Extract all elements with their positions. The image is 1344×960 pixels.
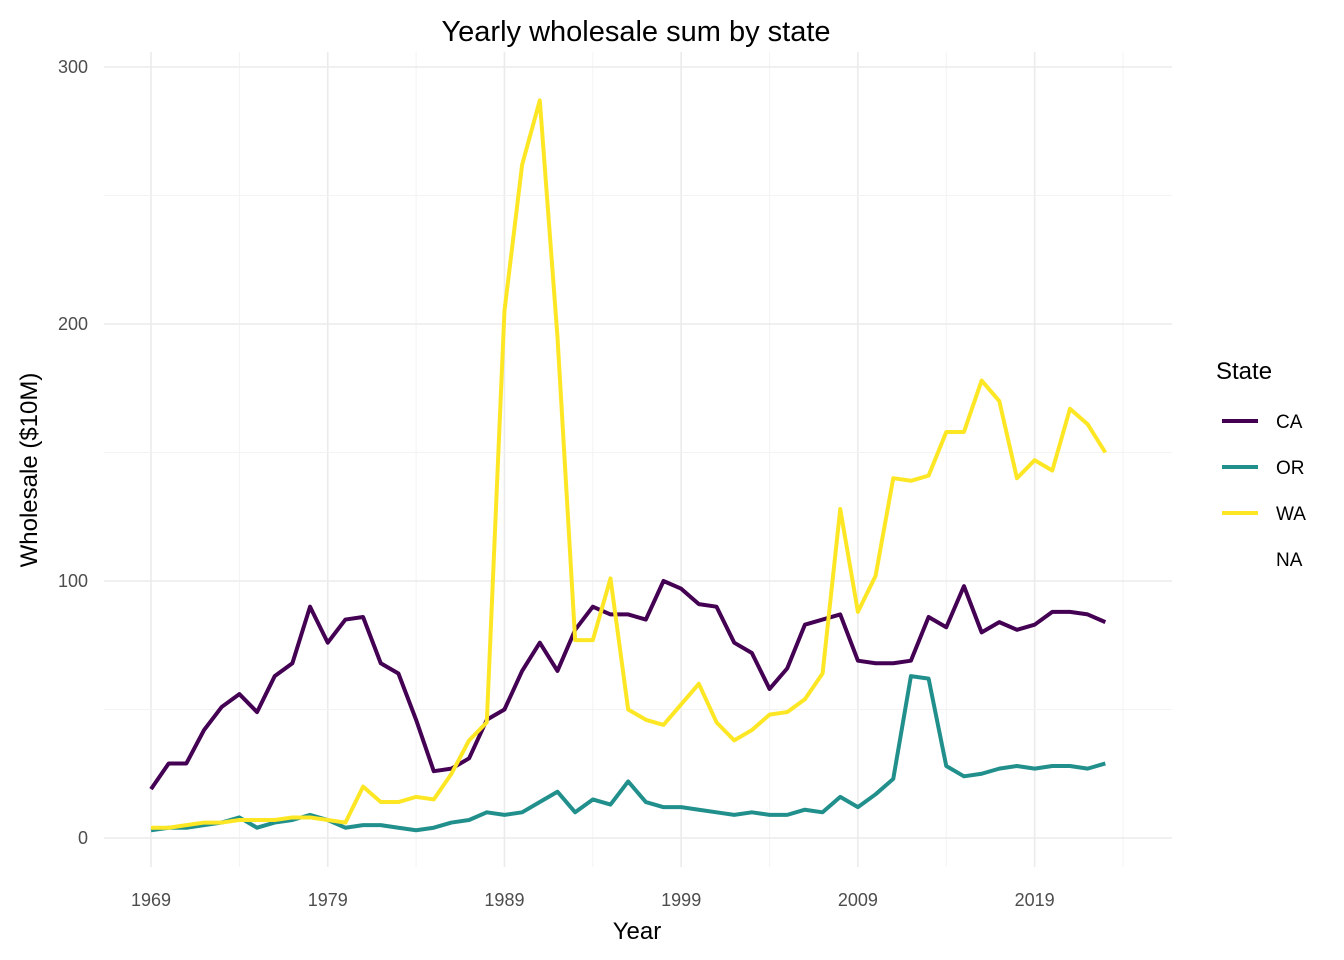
x-tick-label: 1999 bbox=[661, 890, 701, 910]
legend-label-ca: CA bbox=[1276, 412, 1303, 433]
x-tick-label: 1989 bbox=[484, 890, 524, 910]
plot-series bbox=[149, 98, 1108, 833]
x-tick-label: 1969 bbox=[131, 890, 171, 910]
series-line-wa bbox=[151, 98, 1108, 830]
legend: State CA OR WA NA bbox=[1216, 358, 1306, 571]
y-axis-ticks: 0 100 200 300 bbox=[58, 57, 88, 848]
x-tick-label: 2019 bbox=[1015, 890, 1055, 910]
x-axis-ticks: 1969 1979 1989 1999 2009 2019 bbox=[131, 890, 1055, 910]
legend-title: State bbox=[1216, 358, 1272, 385]
series-line-ca bbox=[149, 579, 1107, 791]
y-tick-label: 0 bbox=[78, 828, 88, 848]
legend-label-na: NA bbox=[1276, 550, 1303, 571]
x-axis-title: Year bbox=[613, 918, 662, 945]
legend-label-wa: WA bbox=[1276, 504, 1306, 525]
y-tick-label: 100 bbox=[58, 571, 88, 591]
plot-grid bbox=[104, 52, 1172, 867]
y-tick-label: 300 bbox=[58, 57, 88, 77]
y-axis-title: Wholesale ($10M) bbox=[16, 373, 43, 568]
series-line-or bbox=[150, 674, 1106, 833]
y-tick-label: 200 bbox=[58, 314, 88, 334]
legend-items: CA OR WA NA bbox=[1222, 412, 1306, 571]
chart-title: Yearly wholesale sum by state bbox=[441, 16, 830, 48]
x-tick-label: 2009 bbox=[838, 890, 878, 910]
x-tick-label: 1979 bbox=[308, 890, 348, 910]
legend-label-or: OR bbox=[1276, 458, 1305, 479]
